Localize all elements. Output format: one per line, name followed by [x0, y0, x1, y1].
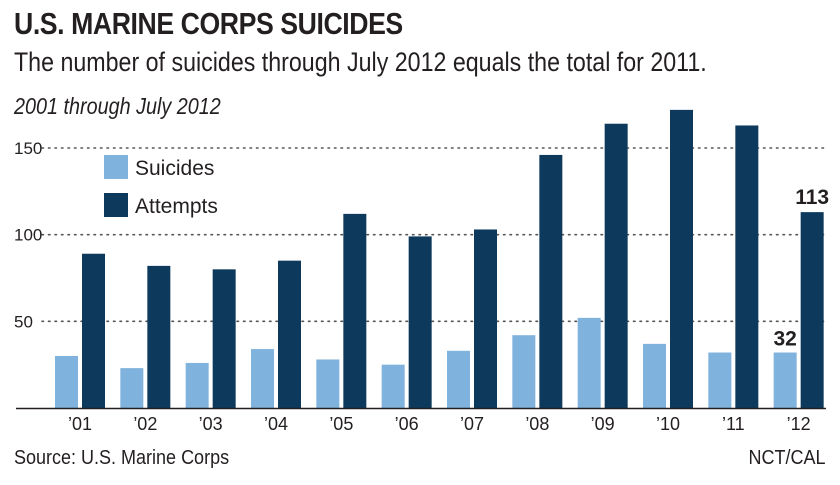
bar-suicides: [381, 364, 405, 408]
legend-label-attempts: Attempts: [135, 195, 218, 218]
x-tick-label: ’10: [656, 414, 680, 434]
x-tick-label: ’07: [460, 414, 484, 434]
x-tick-label: ’08: [525, 414, 549, 434]
bar-attempts: [408, 236, 432, 408]
bar-suicides: [316, 359, 340, 408]
x-tick-label: ’09: [591, 414, 615, 434]
bar-suicides: [251, 349, 274, 408]
bar-suicides: [577, 317, 601, 408]
chart-subtitle: The number of suicides through July 2012…: [14, 47, 707, 77]
data-label-attempts-2012: 113: [795, 186, 829, 209]
legend-swatch-suicides: [104, 155, 128, 179]
bar-attempts: [539, 154, 563, 408]
x-tick-label: ’06: [395, 414, 419, 434]
legend-swatch-attempts: [104, 193, 128, 217]
bar-attempts: [474, 229, 497, 408]
x-tick-label: ’04: [264, 414, 288, 434]
y-tick-label: 150: [14, 139, 42, 158]
bar-suicides: [643, 343, 666, 408]
bar-attempts: [604, 123, 628, 408]
bar-suicides: [185, 362, 209, 408]
bar-attempts: [212, 269, 236, 408]
bar-attempts: [800, 212, 824, 408]
x-tick-label: ’11: [722, 414, 745, 434]
x-tick-label: ’02: [133, 414, 157, 434]
bar-suicides: [773, 352, 797, 408]
bar-suicides: [447, 350, 470, 408]
legend-label-suicides: Suicides: [135, 157, 214, 180]
x-tick-label: ’03: [199, 414, 223, 434]
credit-note: NCT/CAL: [748, 447, 826, 469]
bar-suicides: [55, 356, 78, 408]
bar-attempts: [735, 125, 759, 408]
bar-attempts: [82, 253, 105, 408]
bar-attempts: [278, 260, 301, 408]
y-tick-label: 50: [14, 312, 33, 331]
bar-attempts: [147, 265, 171, 408]
x-tick-label: ’12: [787, 414, 811, 434]
bar-attempts: [343, 213, 367, 408]
y-tick-label: 100: [14, 226, 42, 245]
bar-suicides: [512, 335, 536, 408]
x-tick-label: ’05: [329, 414, 353, 434]
bar-suicides: [120, 368, 144, 408]
source-note: Source: U.S. Marine Corps: [14, 447, 230, 469]
bar-suicides: [708, 352, 732, 408]
date-range-label: 2001 through July 2012: [14, 93, 221, 119]
x-tick-label: ’01: [68, 414, 92, 434]
bar-attempts: [670, 109, 693, 408]
data-label-suicides-2012: 32: [773, 328, 796, 351]
chart-title: U.S. MARINE CORPS SUICIDES: [14, 6, 403, 41]
